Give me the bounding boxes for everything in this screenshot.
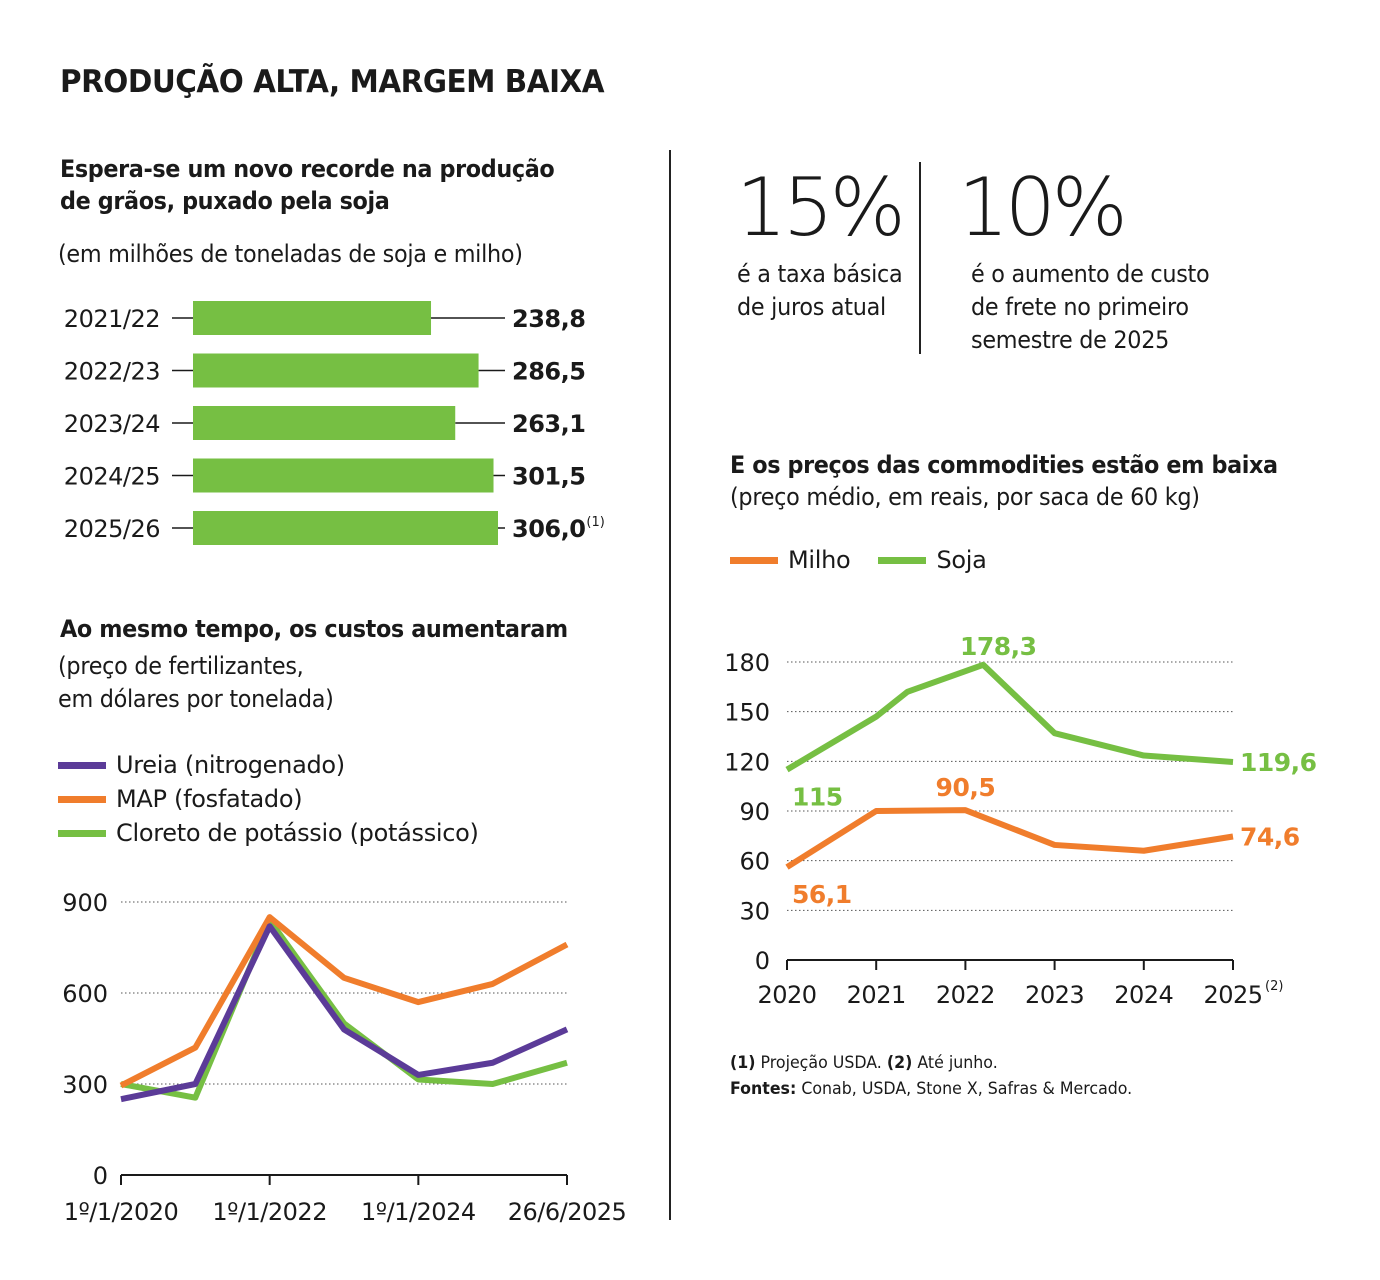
data-label: 74,6	[1240, 822, 1300, 851]
legend-item-map: MAP (fosfatado)	[58, 782, 479, 816]
footnote-2-mark: (2)	[886, 1053, 913, 1073]
legend-label-cloreto: Cloreto de potássio (potássico)	[116, 819, 479, 847]
x-tick-label: 1º/1/2022	[212, 1198, 327, 1226]
stats-divider	[919, 162, 921, 354]
fertilizer-legend: Ureia (nitrogenado) MAP (fosfatado) Clor…	[58, 748, 479, 850]
series-line	[120, 917, 568, 1101]
legend-label-ureia: Ureia (nitrogenado)	[116, 751, 345, 779]
legend-swatch-map	[58, 795, 106, 803]
x-tick-label: 2024	[1114, 981, 1173, 1009]
legend-item-milho: Milho	[730, 543, 851, 577]
footnote-1-mark: (1)	[730, 1053, 756, 1073]
series-line	[785, 661, 1234, 773]
x-tick-label: 1º/1/2020	[64, 1198, 179, 1226]
x-tick-label: 2021	[847, 981, 906, 1009]
x-tick-label: 2020	[757, 981, 816, 1009]
legend-swatch-ureia	[58, 761, 106, 769]
x-tick-label: 1º/1/2024	[361, 1198, 476, 1226]
center-divider	[669, 150, 671, 1220]
series-line	[119, 914, 569, 1089]
y-tick-label: 600	[62, 980, 108, 1008]
bar-category-label: 2024/25	[64, 463, 160, 491]
stat-interest-text: é a taxa básica de juros atual	[737, 260, 903, 321]
stat-freight-value: 10%	[958, 161, 1128, 254]
bar-category-label: 2021/22	[64, 305, 160, 333]
bar-category-label: 2022/23	[64, 358, 160, 386]
bar-value-label: 301,5	[512, 463, 585, 491]
y-tick-label: 90	[739, 798, 770, 826]
y-tick-label: 180	[724, 649, 770, 677]
footnotes: (1) Projeção USDA. (2) Até junho. Fontes…	[730, 1050, 1132, 1102]
fertilizer-subheading-line2: em dólares por tonelada)	[58, 685, 334, 713]
fertilizer-heading: Ao mesmo tempo, os custos aumentaram	[60, 615, 568, 643]
sources-text: Conab, USDA, Stone X, Safras & Mercado.	[801, 1079, 1133, 1099]
bar	[193, 458, 494, 493]
data-label: 178,3	[960, 632, 1037, 661]
sources-label: Fontes:	[730, 1079, 797, 1099]
series-line	[785, 807, 1234, 870]
series-line	[120, 923, 569, 1103]
bar	[193, 511, 498, 545]
data-label: 56,1	[792, 880, 852, 909]
bar	[193, 301, 432, 335]
production-subheading: (em milhões de toneladas de soja e milho…	[58, 240, 523, 268]
production-heading: Espera-se um novo recorde na produção de…	[60, 155, 555, 215]
legend-swatch-soja	[878, 556, 927, 564]
bar-category-label: 2023/24	[64, 410, 160, 438]
legend-swatch-cloreto	[58, 829, 106, 837]
legend-item-cloreto: Cloreto de potássio (potássico)	[58, 816, 479, 850]
fertilizer-line-chart: 0 300 600 900 1º/1/2020 1º/1/2022 1º/1/2024 26/…	[62, 889, 627, 1226]
x-tick-label: 2023	[1025, 981, 1084, 1009]
y-tick-label: 150	[724, 699, 770, 727]
bar	[193, 353, 479, 388]
legend-label-soja: Soja	[936, 546, 987, 574]
y-tick-label: 300	[62, 1071, 108, 1099]
commodity-line-chart: 0 30 60 90 120 150 180 2020 2021 2022 2023 2024 2025…	[724, 632, 1317, 1009]
y-tick-label: 0	[755, 947, 770, 975]
x-tick-label: 2022	[936, 981, 995, 1009]
stat-freight-text: é o aumento de custo de frete no primeir…	[971, 260, 1210, 354]
stat-interest-value: 15%	[736, 161, 906, 254]
commodity-legend: Milho Soja	[730, 543, 987, 577]
fertilizer-subheading-line1: (preço de fertilizantes,	[58, 652, 304, 680]
bar-footnote-mark: (1)	[586, 515, 604, 530]
bar	[193, 406, 456, 440]
bar-value-label: 238,8	[512, 305, 585, 333]
y-tick-label: 900	[62, 889, 108, 917]
legend-label-milho: Milho	[788, 546, 851, 574]
bar-category-label: 2025/26	[64, 515, 160, 543]
legend-item-soja: Soja	[878, 543, 987, 577]
sources-line: Fontes: Conab, USDA, Stone X, Safras & M…	[730, 1076, 1132, 1102]
footnote-line-1: (1) Projeção USDA. (2) Até junho.	[730, 1050, 1132, 1076]
bar-value-label: 263,1	[512, 410, 585, 438]
production-bar-chart: 2021/22 238,8 2022/23 286,5 2023/24 263,1 2024…	[64, 301, 605, 545]
bar-value-label: 306,0	[512, 515, 585, 543]
legend-label-map: MAP (fosfatado)	[116, 785, 303, 813]
footnote-2-text: Até junho.	[917, 1053, 998, 1073]
y-tick-label: 60	[739, 848, 770, 876]
data-label: 119,6	[1240, 748, 1317, 777]
legend-swatch-milho	[730, 556, 778, 564]
commodity-heading: E os preços das commodities estão em bai…	[730, 451, 1278, 479]
y-tick-label: 0	[93, 1162, 108, 1190]
y-tick-label: 30	[739, 897, 770, 925]
footnote-1-text: Projeção USDA.	[760, 1053, 882, 1073]
x-tick-label: 26/6/2025	[508, 1198, 627, 1226]
x-tick-footnote-mark: (2)	[1265, 979, 1283, 994]
commodity-subheading: (preço médio, em reais, por saca de 60 k…	[730, 483, 1200, 511]
y-tick-label: 120	[724, 748, 770, 776]
page-title: PRODUÇÃO ALTA, MARGEM BAIXA	[60, 64, 605, 100]
bar-value-label: 286,5	[512, 358, 585, 386]
data-label: 90,5	[936, 773, 996, 802]
legend-item-ureia: Ureia (nitrogenado)	[58, 748, 479, 782]
data-label: 115	[792, 783, 843, 812]
x-tick-label: 2025	[1203, 981, 1262, 1009]
